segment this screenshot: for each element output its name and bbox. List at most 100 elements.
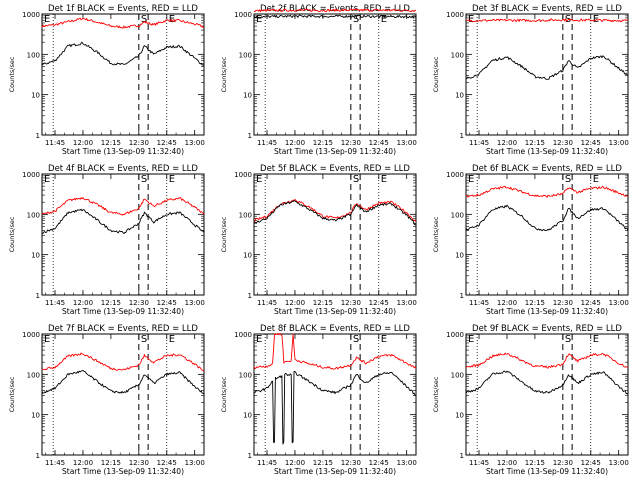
x-tick-label: 12:45 (157, 459, 177, 467)
y-tick-label: 1000 (446, 11, 464, 19)
x-tick-label: 12:15 (313, 459, 333, 467)
y-tick-label: 100 (27, 51, 40, 59)
y-axis-label: Counts/sec (8, 216, 16, 252)
y-tick-label: 10 (31, 412, 40, 420)
x-tick-label: 11:45 (257, 299, 277, 307)
panel-9: Det 9f BLACK = Events, RED = LLD 1 10 100 10… (432, 324, 629, 476)
x-axis-label: Start Time (13-Sep-09 11:32:40) (274, 147, 396, 156)
marker-label: E (381, 174, 387, 185)
marker-label: E (468, 174, 474, 185)
plot-frame (465, 173, 629, 296)
y-tick-label: 1000 (22, 171, 40, 179)
plot-frame (253, 333, 417, 456)
y-tick-label: 1000 (234, 11, 252, 19)
x-tick-label: 12:00 (285, 299, 305, 307)
marker-label: E (256, 334, 262, 345)
y-tick-label: 1 (460, 132, 464, 140)
series-line-lld (41, 17, 205, 29)
plot-frame (465, 333, 629, 456)
x-tick-label: 12:45 (581, 299, 601, 307)
marker-label: E (593, 334, 599, 345)
panel-title: Det 6f BLACK = Events, RED = LLD (472, 164, 622, 174)
x-tick-label: 13:00 (185, 299, 205, 307)
x-tick-label: 12:45 (157, 299, 177, 307)
x-tick-label: 12:45 (157, 139, 177, 147)
x-tick-label: 12:15 (313, 299, 333, 307)
y-tick-label: 1 (248, 452, 252, 460)
x-tick-label: 12:00 (497, 299, 517, 307)
plot-frame (465, 13, 629, 136)
y-tick-label: 10 (455, 252, 464, 260)
series-line-events (465, 370, 629, 395)
marker-label: S (565, 174, 571, 185)
x-tick-label: 12:00 (73, 299, 93, 307)
plot-frame (41, 13, 205, 136)
y-tick-label: 10 (455, 412, 464, 420)
marker-label: S (141, 174, 147, 185)
y-tick-label: 1000 (22, 331, 40, 339)
x-tick-label: 13:00 (609, 299, 629, 307)
x-tick-label: 11:45 (469, 299, 489, 307)
series-line-lld (253, 198, 417, 223)
panel-title: Det 9f BLACK = Events, RED = LLD (472, 324, 622, 334)
panel-5: Det 5f BLACK = Events, RED = LLD 1 10 100 10… (220, 164, 417, 316)
series-line-events (253, 200, 417, 226)
y-tick-label: 10 (31, 252, 40, 260)
y-tick-label: 100 (239, 211, 252, 219)
marker-label: E (256, 14, 262, 25)
marker-label: S (353, 14, 359, 25)
series-line-lld (41, 352, 205, 372)
x-tick-label: 12:15 (525, 139, 545, 147)
panel-6: Det 6f BLACK = Events, RED = LLD 1 10 100 10… (432, 164, 629, 316)
panel-title: Det 2f BLACK = Events, RED = LLD (260, 4, 410, 14)
y-tick-label: 100 (239, 371, 252, 379)
x-tick-label: 12:45 (581, 459, 601, 467)
plot-frame (253, 173, 417, 296)
marker-label: E (44, 14, 50, 25)
panel-4: Det 4f BLACK = Events, RED = LLD 1 10 100 10… (8, 164, 205, 316)
series-line-events (41, 208, 205, 235)
y-axis-label: Counts/sec (220, 376, 228, 412)
x-tick-label: 12:30 (341, 139, 361, 147)
series-line-events (253, 14, 417, 19)
panel-2: Det 2f BLACK = Events, RED = LLD 1 10 100 10… (220, 4, 417, 156)
panel-title: Det 3f BLACK = Events, RED = LLD (472, 4, 622, 14)
y-axis-label: Counts/sec (220, 56, 228, 92)
marker-label: E (169, 174, 175, 185)
x-axis-label: Start Time (13-Sep-09 11:32:40) (274, 467, 396, 476)
x-tick-label: 12:00 (285, 459, 305, 467)
x-tick-label: 12:30 (341, 459, 361, 467)
x-tick-label: 12:15 (525, 459, 545, 467)
y-tick-label: 1 (36, 132, 40, 140)
marker-label: E (381, 14, 387, 25)
marker-label: S (353, 174, 359, 185)
y-tick-label: 1000 (446, 331, 464, 339)
x-axis-label: Start Time (13-Sep-09 11:32:40) (274, 307, 396, 316)
marker-label: E (381, 334, 387, 345)
x-tick-label: 12:45 (369, 459, 389, 467)
y-axis-label: Counts/sec (8, 56, 16, 92)
x-tick-label: 12:45 (369, 299, 389, 307)
y-axis-label: Counts/sec (220, 216, 228, 252)
panel-8: Det 8f BLACK = Events, RED = LLD 1 10 100 10… (220, 324, 417, 476)
x-axis-label: Start Time (13-Sep-09 11:32:40) (62, 467, 184, 476)
x-tick-label: 11:45 (469, 139, 489, 147)
x-tick-label: 12:30 (129, 459, 149, 467)
y-tick-label: 1 (248, 292, 252, 300)
x-tick-label: 13:00 (397, 459, 417, 467)
x-axis-label: Start Time (13-Sep-09 11:32:40) (486, 467, 608, 476)
x-tick-label: 12:15 (313, 139, 333, 147)
x-axis-label: Start Time (13-Sep-09 11:32:40) (486, 307, 608, 316)
x-tick-label: 12:00 (285, 139, 305, 147)
x-tick-label: 11:45 (469, 459, 489, 467)
series-line-events (465, 204, 629, 232)
y-axis-label: Counts/sec (432, 376, 440, 412)
x-tick-label: 12:30 (129, 299, 149, 307)
series-line-events (41, 41, 205, 67)
y-tick-label: 1000 (234, 171, 252, 179)
panel-7: Det 7f BLACK = Events, RED = LLD 1 10 100 10… (8, 324, 205, 476)
marker-label: S (141, 14, 147, 25)
y-tick-label: 100 (451, 371, 464, 379)
panel-title: Det 4f BLACK = Events, RED = LLD (48, 164, 198, 174)
